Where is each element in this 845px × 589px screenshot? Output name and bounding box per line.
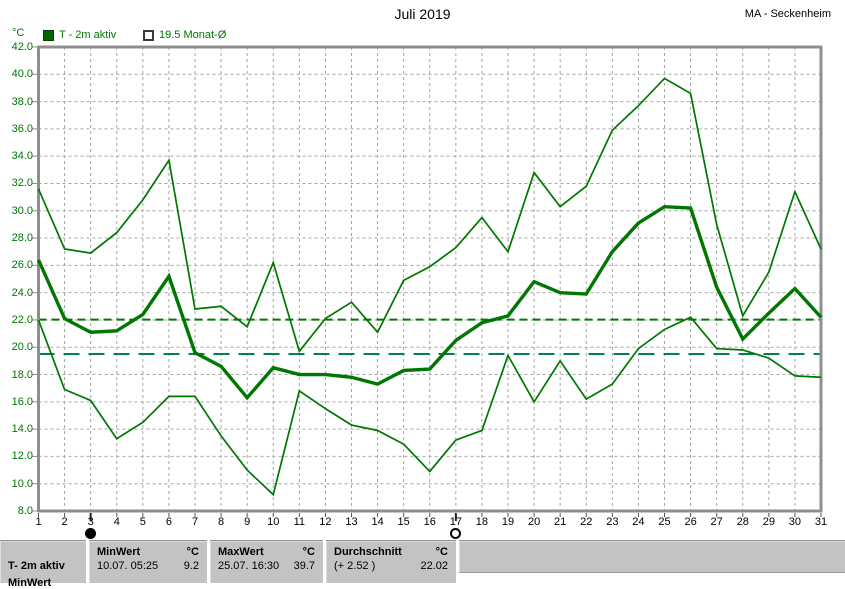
y-axis-tick-label: 20.0 [11,341,33,354]
mean-temperature-line [36,204,823,401]
min-temperature-line [37,316,822,497]
sensor-name-label: T- 2m aktiv [8,560,65,572]
y-axis-tick-label: 36.0 [11,122,33,135]
durchschnitt-anomaly: (+ 2.52 ) [334,560,376,572]
y-axis-tick-label: 28.0 [11,232,33,245]
x-axis-tick-label: 20 [527,516,541,528]
status-panel-maxwert: MaxWert °C 25.07. 16:30 39.7 [210,540,323,583]
maxwert-unit: °C [302,546,315,558]
status-panel-durchschnitt: Durchschnitt °C (+ 2.52 ) 22.02 [326,540,456,583]
x-axis-tick-label: 27 [710,516,723,528]
x-axis-tick-label: 25 [658,516,671,528]
y-axis-tick-label: 12.0 [11,450,33,463]
x-axis-tick-label: 11 [293,516,306,528]
minwert-header: MinWert [97,546,141,558]
minwert-unit: °C [186,546,199,558]
minwert-value: 9.2 [183,560,199,572]
legend-swatch-open-square [143,30,154,41]
maxwert-datetime: 25.07. 16:30 [218,560,280,572]
x-axis-tick-label: 24 [632,516,645,528]
x-axis-tick-label: 10 [267,516,280,528]
durchschnitt-unit: °C [435,546,448,558]
y-axis-tick-label: 24.0 [11,286,33,299]
y-axis-unit-label: °C [12,27,25,39]
durchschnitt-header: Durchschnitt [334,546,402,558]
x-axis-tick-label: 15 [397,516,410,528]
y-axis-tick-label: 26.0 [11,259,33,272]
status-panel-empty [459,540,845,573]
temperature-plot-area[interactable] [0,0,845,540]
y-axis-tick-label: 14.0 [11,423,33,436]
x-axis-tick-label: 4 [113,516,120,528]
x-axis-tick-label: 12 [319,516,332,528]
x-axis-tick-label: 2 [61,516,68,528]
next-row-partial-label: MinWert [8,577,52,589]
page-title: Juli 2019 [394,6,451,22]
y-axis-tick-label: 40.0 [11,68,33,81]
x-axis-tick-label: 5 [139,516,146,528]
x-axis-tick-label: 29 [762,516,775,528]
x-axis-tick-label: 16 [423,516,436,528]
legend-label-t2m-aktiv: T - 2m aktiv [59,29,117,41]
station-name: MA - Seckenheim [744,8,831,20]
y-axis-tick-label: 18.0 [11,368,33,381]
y-axis-tick-label: 32.0 [11,177,33,190]
y-axis-tick-label: 8.0 [17,505,33,517]
x-axis-tick-label: 21 [554,516,567,528]
y-axis-tick-label: 42.0 [11,41,33,53]
x-axis-tick-label: 17 [449,516,462,528]
x-axis-tick-label: 13 [345,516,358,528]
x-axis-tick-label: 22 [580,516,593,528]
x-axis-tick-label: 14 [371,516,384,528]
x-axis-tick-label: 1 [35,516,42,528]
x-axis-tick-label: 30 [788,516,802,528]
full-moon-icon [450,528,462,539]
y-axis-tick-label: 38.0 [11,95,33,108]
x-axis-tick-label: 23 [606,516,619,528]
status-bar: T- 2m aktiv MinWert MinWert °C 10.07. 05… [0,540,845,589]
legend-swatch-filled-square [43,30,54,41]
legend-label-monat-avg: 19.5 Monat-Ø [159,29,227,41]
y-axis-tick-label: 22.0 [11,313,33,326]
y-axis-tick-label: 30.0 [11,204,33,217]
y-axis-tick-label: 10.0 [11,477,33,490]
x-axis-tick-label: 19 [501,516,515,528]
status-panel-sensor: T- 2m aktiv MinWert [0,540,86,589]
durchschnitt-value: 22.02 [420,560,448,572]
x-axis-tick-label: 7 [191,516,199,528]
x-axis-tick-label: 8 [218,516,225,528]
status-panel-minwert: MinWert °C 10.07. 05:25 9.2 [89,540,207,583]
maxwert-header: MaxWert [218,546,264,558]
x-axis-tick-label: 18 [475,516,489,528]
y-axis-tick-label: 34.0 [11,150,33,163]
x-axis-tick-label: 26 [684,516,697,528]
minwert-datetime: 10.07. 05:25 [97,560,159,572]
x-axis-tick-label: 9 [244,516,251,528]
x-axis-tick-label: 3 [87,516,94,528]
max-temperature-line [37,77,822,354]
x-axis-tick-label: 28 [736,516,749,528]
y-axis-tick-label: 16.0 [11,395,33,408]
x-axis-tick-label: 31 [814,516,828,528]
x-axis-tick-label: 6 [165,516,172,528]
new-moon-icon [85,528,97,539]
maxwert-value: 39.7 [293,560,315,572]
